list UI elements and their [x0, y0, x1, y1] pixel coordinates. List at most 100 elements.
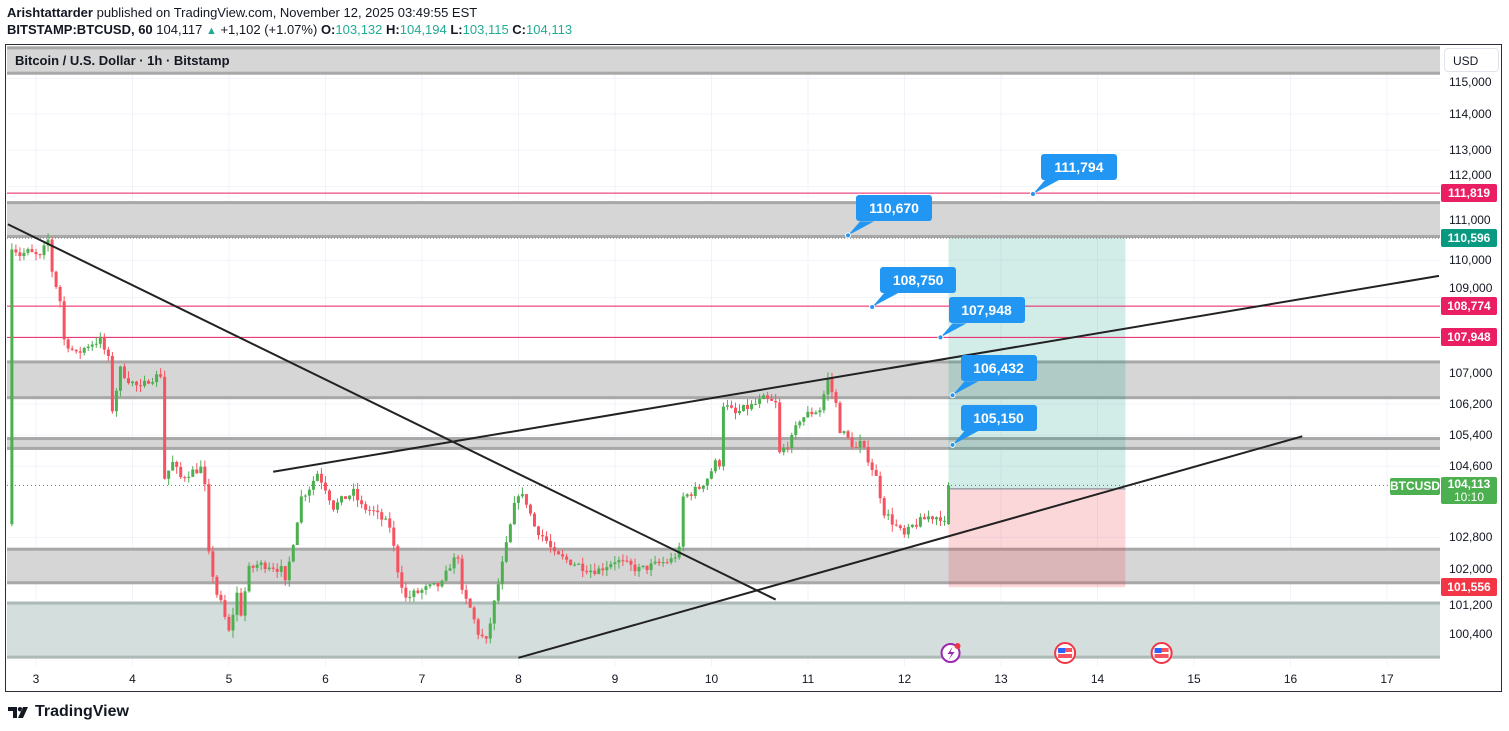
candle-body [207, 484, 211, 552]
x-axis-tick: 12 [897, 672, 912, 686]
flag-canton [1058, 648, 1066, 653]
author[interactable]: Arishtattarder [7, 5, 93, 20]
y-axis-tick: 110,000 [1449, 253, 1492, 268]
candle-body [456, 557, 460, 559]
candle-body [746, 404, 750, 410]
price-callout: 105,150 [960, 404, 1037, 431]
candle-body [211, 551, 215, 577]
y-axis-tick: 101,200 [1449, 598, 1493, 613]
y-axis-tick: 111,000 [1449, 213, 1491, 228]
candle-body [934, 517, 938, 520]
tradingview-logo[interactable]: TradingView [8, 703, 129, 721]
close-label: C: [512, 22, 527, 37]
candle-body [553, 547, 557, 552]
candle-body [729, 405, 733, 408]
candle-body [890, 514, 894, 525]
candle-body [617, 560, 621, 563]
x-axis-tick: 5 [225, 672, 233, 686]
candle-body [376, 510, 380, 513]
y-axis-tick: 112,000 [1449, 168, 1492, 183]
candle-body [42, 245, 46, 256]
candle-body [255, 564, 259, 568]
candle-body [82, 348, 86, 353]
currency-button[interactable]: USD [1444, 48, 1499, 72]
zone-border-bottom [7, 396, 1440, 400]
candle-body [850, 437, 854, 447]
candle-body [295, 522, 299, 546]
zone-border-bottom [7, 71, 1440, 75]
candle-body [327, 490, 331, 501]
candle-body [352, 488, 356, 496]
candle-body [858, 440, 862, 448]
zone-rect [7, 360, 1440, 400]
candle-body [348, 495, 352, 499]
low-label: L: [450, 22, 463, 37]
zone-border-bottom [7, 655, 1440, 659]
x-axis-tick: 6 [322, 672, 329, 686]
candle-body [910, 524, 914, 527]
price-axis-label: 111,819 [1441, 184, 1497, 203]
high-label: H: [386, 22, 400, 37]
candle-body [814, 412, 818, 415]
candle-body [508, 524, 512, 543]
candle-body [472, 607, 476, 620]
candle-body [110, 355, 114, 412]
candle-body [432, 582, 436, 585]
candle-body [713, 460, 717, 472]
candle-body [532, 513, 536, 527]
candle-body [766, 395, 770, 399]
x-axis-tick: 8 [515, 672, 522, 686]
candle-body [118, 366, 122, 391]
callout-pointer [952, 430, 979, 445]
candle-body [239, 592, 243, 616]
candle-body [392, 527, 396, 546]
candle-body [66, 339, 70, 349]
candle-body [898, 525, 902, 529]
lightning-event-icon [940, 643, 961, 663]
candle-body [516, 496, 520, 503]
symbol: BITSTAMP:BTCUSD, 60 [7, 22, 153, 37]
candle-body [94, 343, 98, 345]
change: +1,102 (+1.07%) [220, 22, 318, 37]
open-value: 103,132 [335, 22, 383, 37]
candle-body [22, 252, 26, 257]
candle-body [774, 400, 778, 403]
candle-body [930, 516, 934, 520]
candle-body [130, 381, 134, 384]
zone-border-bottom [7, 581, 1440, 585]
y-axis-tick: 115,000 [1449, 75, 1492, 89]
candle-body [468, 598, 472, 608]
us-flag-icon [1150, 642, 1173, 664]
candle-body [589, 570, 593, 573]
callout-anchor [1029, 190, 1036, 197]
high-value: 104,194 [399, 22, 447, 37]
y-axis-tick: 100,400 [1449, 627, 1493, 642]
candle-body [693, 486, 697, 496]
candle-body [183, 477, 187, 479]
candle-body [344, 496, 348, 499]
candle-body [86, 346, 90, 349]
price-axis-label: 101,556 [1441, 578, 1497, 597]
candle-body [918, 517, 922, 527]
callout-anchor [869, 304, 876, 311]
x-axis-tick: 14 [1090, 672, 1105, 686]
last-price: 104,117 [156, 22, 203, 37]
candle-body [388, 518, 392, 528]
candle-body [336, 502, 339, 510]
y-axis-tick: 113,000 [1449, 143, 1492, 158]
candle-body [778, 402, 782, 453]
price-axis-label: 107,948 [1441, 328, 1497, 347]
zone-border-top [7, 201, 1440, 205]
candle-body [98, 336, 102, 344]
candle-body [38, 254, 42, 256]
candle-body [74, 349, 78, 352]
candle-body [163, 376, 167, 479]
candle-body [135, 381, 138, 386]
trend-line [273, 274, 1440, 473]
price-callout: 107,948 [948, 297, 1025, 324]
candle-body [750, 403, 754, 410]
candle-body [541, 535, 545, 537]
candle-body [846, 431, 850, 438]
candle-body [159, 374, 163, 377]
